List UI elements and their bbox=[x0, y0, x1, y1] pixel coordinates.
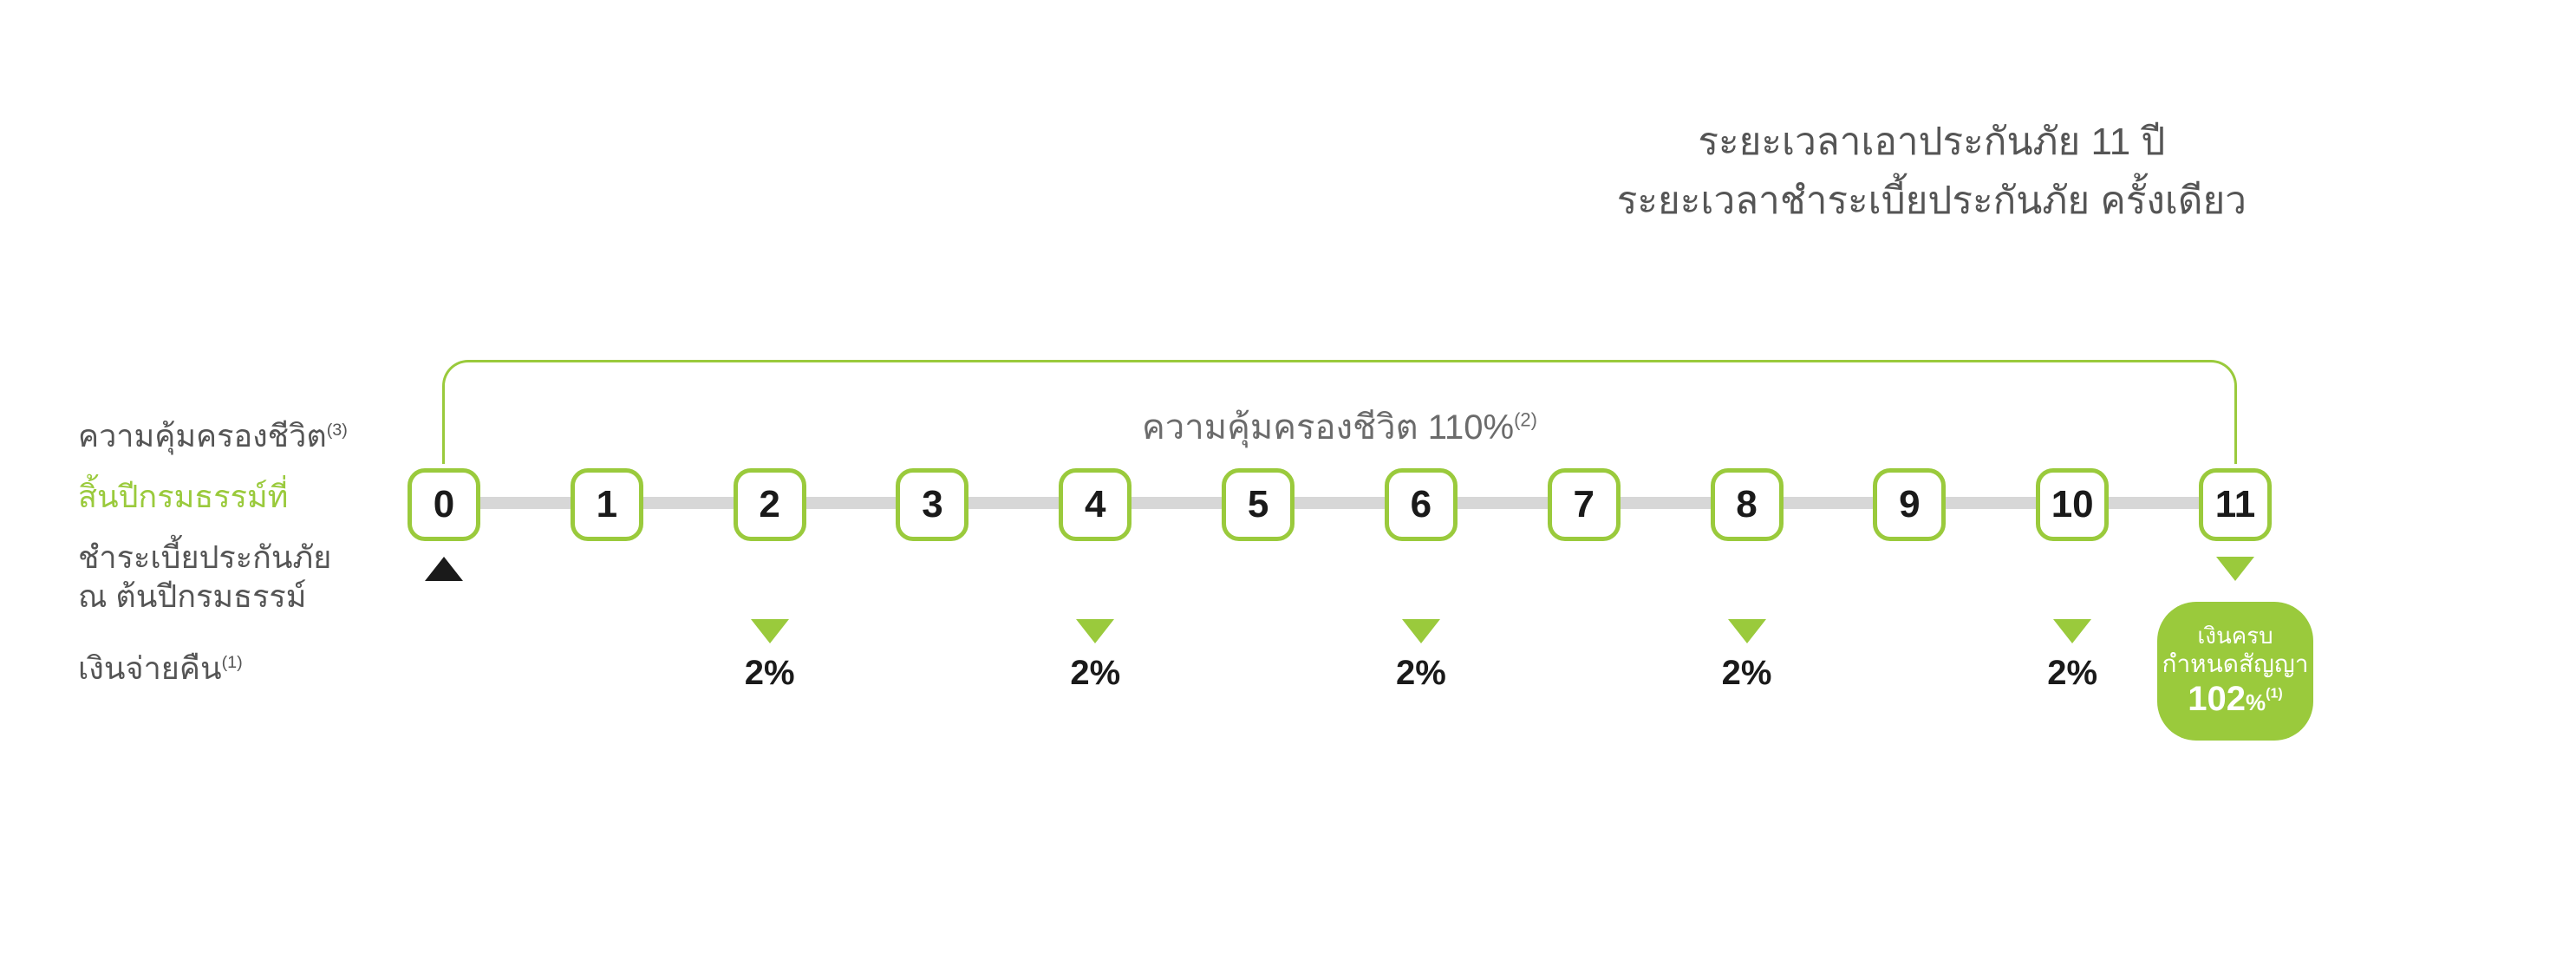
year-box: 0 bbox=[408, 468, 480, 541]
year-box: 2 bbox=[734, 468, 806, 541]
maturity-line2: กำหนดสัญญา bbox=[2162, 649, 2309, 679]
label-coverage-text: ความคุ้มครองชีวิต bbox=[78, 418, 327, 454]
timeline-connector bbox=[1452, 497, 1553, 509]
timeline-connector bbox=[801, 497, 902, 509]
label-cashback-sup: (1) bbox=[222, 653, 243, 672]
year-box: 5 bbox=[1222, 468, 1295, 541]
year-box: 3 bbox=[896, 468, 968, 541]
payout-value: 2% bbox=[1378, 654, 1464, 693]
timeline-connector bbox=[1940, 497, 2041, 509]
payout-value: 2% bbox=[2029, 654, 2116, 693]
label-coverage: ความคุ้มครองชีวิต(3) bbox=[78, 416, 348, 455]
payout-value: 2% bbox=[727, 654, 813, 693]
maturity-sup: (1) bbox=[2266, 687, 2283, 702]
payout-marker-icon bbox=[1728, 619, 1766, 643]
maturity-pct: % bbox=[2246, 689, 2266, 715]
header-line-1: ระยะเวลาเอาประกันภัย 11 ปี bbox=[1617, 113, 2247, 172]
label-premium: ชำระเบี้ยประกันภัย ณ ต้นปีกรมธรรม์ bbox=[78, 538, 331, 616]
label-coverage-sup: (3) bbox=[327, 421, 348, 440]
payout-marker-icon bbox=[2053, 619, 2091, 643]
label-cashback-text: เงินจ่ายคืน bbox=[78, 650, 222, 686]
timeline-connector bbox=[1289, 497, 1390, 509]
maturity-value: 102%(1) bbox=[2188, 678, 2282, 720]
coverage-bracket-sup: (2) bbox=[1514, 409, 1537, 431]
year-box: 4 bbox=[1059, 468, 1131, 541]
timeline-connector bbox=[2103, 497, 2204, 509]
maturity-badge: เงินครบกำหนดสัญญา102%(1) bbox=[2157, 602, 2313, 741]
label-premium-line1: ชำระเบี้ยประกันภัย bbox=[78, 538, 331, 577]
year-box: 8 bbox=[1711, 468, 1784, 541]
label-premium-line2: ณ ต้นปีกรมธรรม์ bbox=[78, 577, 331, 616]
maturity-line1: เงินครบ bbox=[2197, 623, 2273, 649]
year-box: 9 bbox=[1873, 468, 1946, 541]
year-box: 7 bbox=[1548, 468, 1621, 541]
timeline-connector bbox=[475, 497, 576, 509]
timeline-connector bbox=[1778, 497, 1879, 509]
payout-marker-icon bbox=[751, 619, 789, 643]
year-box: 11 bbox=[2199, 468, 2272, 541]
year-box: 10 bbox=[2036, 468, 2109, 541]
maturity-marker-icon bbox=[2216, 557, 2254, 581]
timeline: 0 1 2 3 4 5 6 7 8 9 10 11 bbox=[408, 468, 2272, 538]
label-policy-year: สิ้นปีกรมธรรม์ที่ bbox=[78, 477, 288, 516]
year-box: 6 bbox=[1385, 468, 1458, 541]
coverage-bracket-text: ความคุ้มครองชีวิต 110% bbox=[1142, 408, 1514, 447]
payout-marker-icon bbox=[1402, 619, 1440, 643]
canvas: ระยะเวลาเอาประกันภัย 11 ปี ระยะเวลาชำระเ… bbox=[0, 0, 2576, 979]
timeline-connector bbox=[638, 497, 739, 509]
timeline-connector bbox=[1126, 497, 1227, 509]
timeline-connector bbox=[963, 497, 1064, 509]
label-cashback: เงินจ่ายคืน(1) bbox=[78, 649, 243, 688]
coverage-bracket-label: ความคุ้มครองชีวิต 110%(2) bbox=[408, 399, 2272, 454]
timeline-connector bbox=[1615, 497, 1716, 509]
payout-marker-icon bbox=[1076, 619, 1114, 643]
premium-marker-icon bbox=[425, 557, 463, 581]
year-box: 1 bbox=[571, 468, 643, 541]
payout-value: 2% bbox=[1704, 654, 1790, 693]
header-line-2: ระยะเวลาชำระเบี้ยประกันภัย ครั้งเดียว bbox=[1617, 172, 2247, 231]
header-block: ระยะเวลาเอาประกันภัย 11 ปี ระยะเวลาชำระเ… bbox=[1617, 113, 2247, 231]
payout-value: 2% bbox=[1052, 654, 1138, 693]
